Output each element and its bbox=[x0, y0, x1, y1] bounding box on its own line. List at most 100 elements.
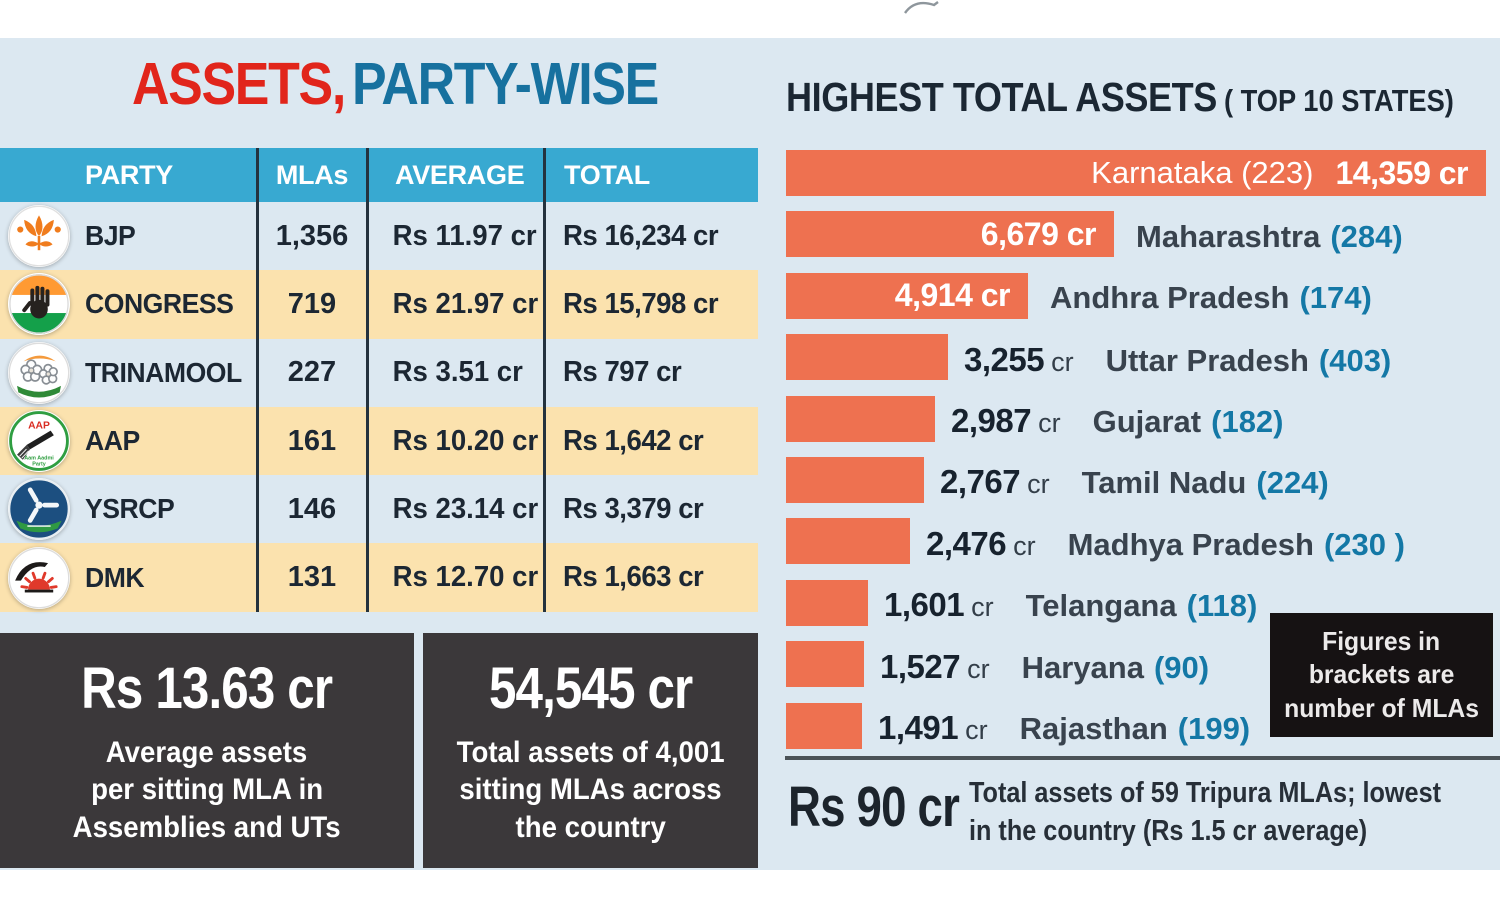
footnote-line: in the country (Rs 1.5 cr average) bbox=[969, 814, 1368, 847]
table-row-bjp: BJP 1,356 Rs 11.97 cr Rs 16,234 cr bbox=[0, 202, 758, 270]
state-bar bbox=[786, 395, 935, 442]
bar-outside-labels: 1,601 cr Telangana (118) bbox=[884, 581, 1257, 624]
average-assets: Rs 21.97 cr bbox=[392, 287, 539, 320]
party-name: BJP bbox=[85, 220, 136, 252]
state-bar bbox=[786, 518, 910, 565]
ysrcp-fan-icon bbox=[8, 478, 70, 541]
aap-broom-icon: AAP Aam Aadmi Party bbox=[8, 410, 70, 473]
party-name: TRINAMOOL bbox=[85, 356, 242, 388]
bar-state-label: Rajasthan bbox=[1019, 711, 1168, 747]
bar-value-label: 6,679 cr bbox=[980, 215, 1097, 252]
bar-mla-count: (284) bbox=[1330, 218, 1403, 254]
brackets-note-box: Figures in brackets are number of MLAs bbox=[1270, 613, 1493, 737]
tripura-footnote: Rs 90 cr Total assets of 59 Tripura MLAs… bbox=[788, 772, 1500, 850]
stat-description-line: Average assets bbox=[106, 735, 308, 769]
mla-count: 1,356 bbox=[275, 219, 349, 252]
bar-value-label: 14,359 cr bbox=[1335, 154, 1468, 191]
mla-count: 227 bbox=[287, 356, 337, 389]
svg-text:Aam Aadmi: Aam Aadmi bbox=[24, 456, 54, 462]
stat-description-line: Total assets of 4,001 bbox=[456, 735, 725, 769]
table-row-congress: CONGRESS 719 Rs 21.97 cr Rs 15,798 cr bbox=[0, 270, 758, 339]
bar-state-label: Uttar Pradesh bbox=[1105, 342, 1309, 378]
bar-row-maharashtra: 6,679 cr Maharashtra (284) bbox=[786, 211, 1500, 258]
bar-outside-labels: 2,476 cr Madhya Pradesh (230 ) bbox=[926, 520, 1405, 563]
footnote-value: Rs 90 cr bbox=[788, 775, 960, 839]
table-row-aap: AAP Aam Aadmi Party AAP 161 Rs 10.20 cr Rs 1,6… bbox=[0, 406, 758, 476]
table-divider-2 bbox=[366, 148, 369, 612]
bar-state-label: Karnataka (223) bbox=[1091, 155, 1314, 190]
bar-row-rajasthan: 1,491 cr Rajasthan (199) bbox=[786, 702, 1500, 749]
bar-value-label: 2,476 bbox=[926, 524, 1007, 562]
total-assets: Rs 16,234 cr bbox=[563, 219, 719, 252]
total-assets: Rs 3,379 cr bbox=[563, 492, 704, 525]
table-divider-1 bbox=[256, 148, 259, 612]
title-partywise: PARTY-WISE bbox=[351, 51, 659, 117]
bar-mla-count: (199) bbox=[1177, 711, 1251, 747]
note-line: number of MLAs bbox=[1284, 692, 1479, 723]
bar-value-unit: cr bbox=[1013, 530, 1036, 561]
bar-value-label: 4,914 cr bbox=[894, 277, 1011, 314]
bar-state-label: Tamil Nadu bbox=[1081, 465, 1247, 501]
decorative-squiggle-icon bbox=[904, 1, 939, 14]
bar-outside-labels: Andhra Pradesh (174) bbox=[1044, 275, 1372, 316]
svg-text:Party: Party bbox=[32, 462, 46, 468]
average-assets: Rs 10.20 cr bbox=[392, 424, 539, 457]
chart-title-main: HIGHEST TOTAL ASSETS bbox=[786, 74, 1217, 120]
bar-value-unit: cr bbox=[1051, 346, 1074, 377]
footnote-divider-rule bbox=[785, 756, 1500, 760]
header-mlas: MLAs bbox=[275, 159, 349, 190]
svg-text:AAP: AAP bbox=[28, 421, 50, 432]
party-name: CONGRESS bbox=[85, 288, 234, 320]
header-average: AVERAGE bbox=[395, 159, 525, 190]
bar-row-uttar-pradesh: 3,255 cr Uttar Pradesh (403) bbox=[786, 334, 1500, 381]
trinamool-flowers-icon bbox=[8, 341, 70, 404]
total-assets: Rs 15,798 cr bbox=[563, 287, 719, 320]
state-bar bbox=[786, 641, 864, 688]
state-bar: 4,914 cr bbox=[786, 272, 1028, 319]
stat-description-line: Assemblies and UTs bbox=[73, 810, 341, 844]
chart-title: HIGHEST TOTAL ASSETS( TOP 10 STATES) bbox=[786, 74, 1454, 121]
table-row-ysrcp: YSRCP 146 Rs 23.14 cr Rs 3,379 cr bbox=[0, 475, 758, 543]
bar-value-label: 1,601 bbox=[884, 586, 965, 624]
bar-row-madhya-pradesh: 2,476 cr Madhya Pradesh (230 ) bbox=[786, 518, 1500, 565]
summary-stat-boxes: Rs 13.63 cr Average assets per sitting MLA… bbox=[0, 633, 758, 868]
bar-row-karnataka: Karnataka (223) 14,359 cr bbox=[786, 150, 1500, 196]
chart-title-sub: ( TOP 10 STATES) bbox=[1223, 83, 1454, 118]
bar-row-gujarat: 2,987 cr Gujarat (182) bbox=[786, 395, 1500, 442]
footnote-line: Total assets of 59 Tripura MLAs; lowest bbox=[969, 777, 1442, 809]
congress-hand-icon bbox=[8, 273, 70, 336]
bar-outside-labels: 1,491 cr Rajasthan (199) bbox=[878, 704, 1250, 747]
average-assets: Rs 23.14 cr bbox=[392, 492, 539, 525]
state-bar: 6,679 cr bbox=[786, 211, 1114, 258]
average-assets: Rs 11.97 cr bbox=[392, 219, 537, 252]
bar-value-label: 1,527 bbox=[880, 647, 961, 685]
header-total: TOTAL bbox=[564, 159, 650, 190]
state-bar bbox=[786, 579, 868, 626]
bar-mla-count: (230 ) bbox=[1323, 526, 1405, 562]
bar-row-haryana: 1,527 cr Haryana (90) bbox=[786, 641, 1500, 688]
stat-description-line: sitting MLAs across bbox=[459, 773, 722, 807]
stat-value: 54,545 cr bbox=[488, 655, 693, 721]
table-row-trinamool: TRINAMOOL 227 Rs 3.51 cr Rs 797 cr bbox=[0, 339, 758, 407]
state-bar bbox=[786, 334, 948, 381]
table-divider-3 bbox=[543, 148, 546, 612]
left-panel-title: ASSETS, PARTY-WISE bbox=[47, 50, 742, 118]
stat-box: 54,545 cr Total assets of 4,001 sitting ML… bbox=[423, 633, 758, 868]
average-assets: Rs 12.70 cr bbox=[392, 561, 539, 594]
party-icon-cell: AAP Aam Aadmi Party bbox=[0, 410, 85, 473]
total-assets: Rs 1,663 cr bbox=[563, 561, 704, 594]
total-assets: Rs 1,642 cr bbox=[563, 424, 704, 457]
state-bar bbox=[786, 702, 862, 749]
bar-mla-count: (403) bbox=[1318, 342, 1392, 378]
table-row-dmk: DMK 131 Rs 12.70 cr Rs 1,663 cr bbox=[0, 543, 758, 612]
bar-mla-count: (174) bbox=[1299, 280, 1372, 316]
bar-value-unit: cr bbox=[967, 653, 990, 684]
bar-outside-labels: 3,255 cr Uttar Pradesh (403) bbox=[964, 336, 1391, 379]
state-bar-chart: Karnataka (223) 14,359 cr 6,679 cr Maharash… bbox=[786, 150, 1500, 764]
party-icon-cell bbox=[0, 341, 85, 404]
bar-value-unit: cr bbox=[971, 592, 994, 623]
party-icon-cell bbox=[0, 205, 85, 268]
bar-state-label: Haryana bbox=[1021, 649, 1144, 685]
bar-value-label: 2,767 bbox=[940, 463, 1021, 501]
mla-count: 719 bbox=[287, 287, 337, 320]
